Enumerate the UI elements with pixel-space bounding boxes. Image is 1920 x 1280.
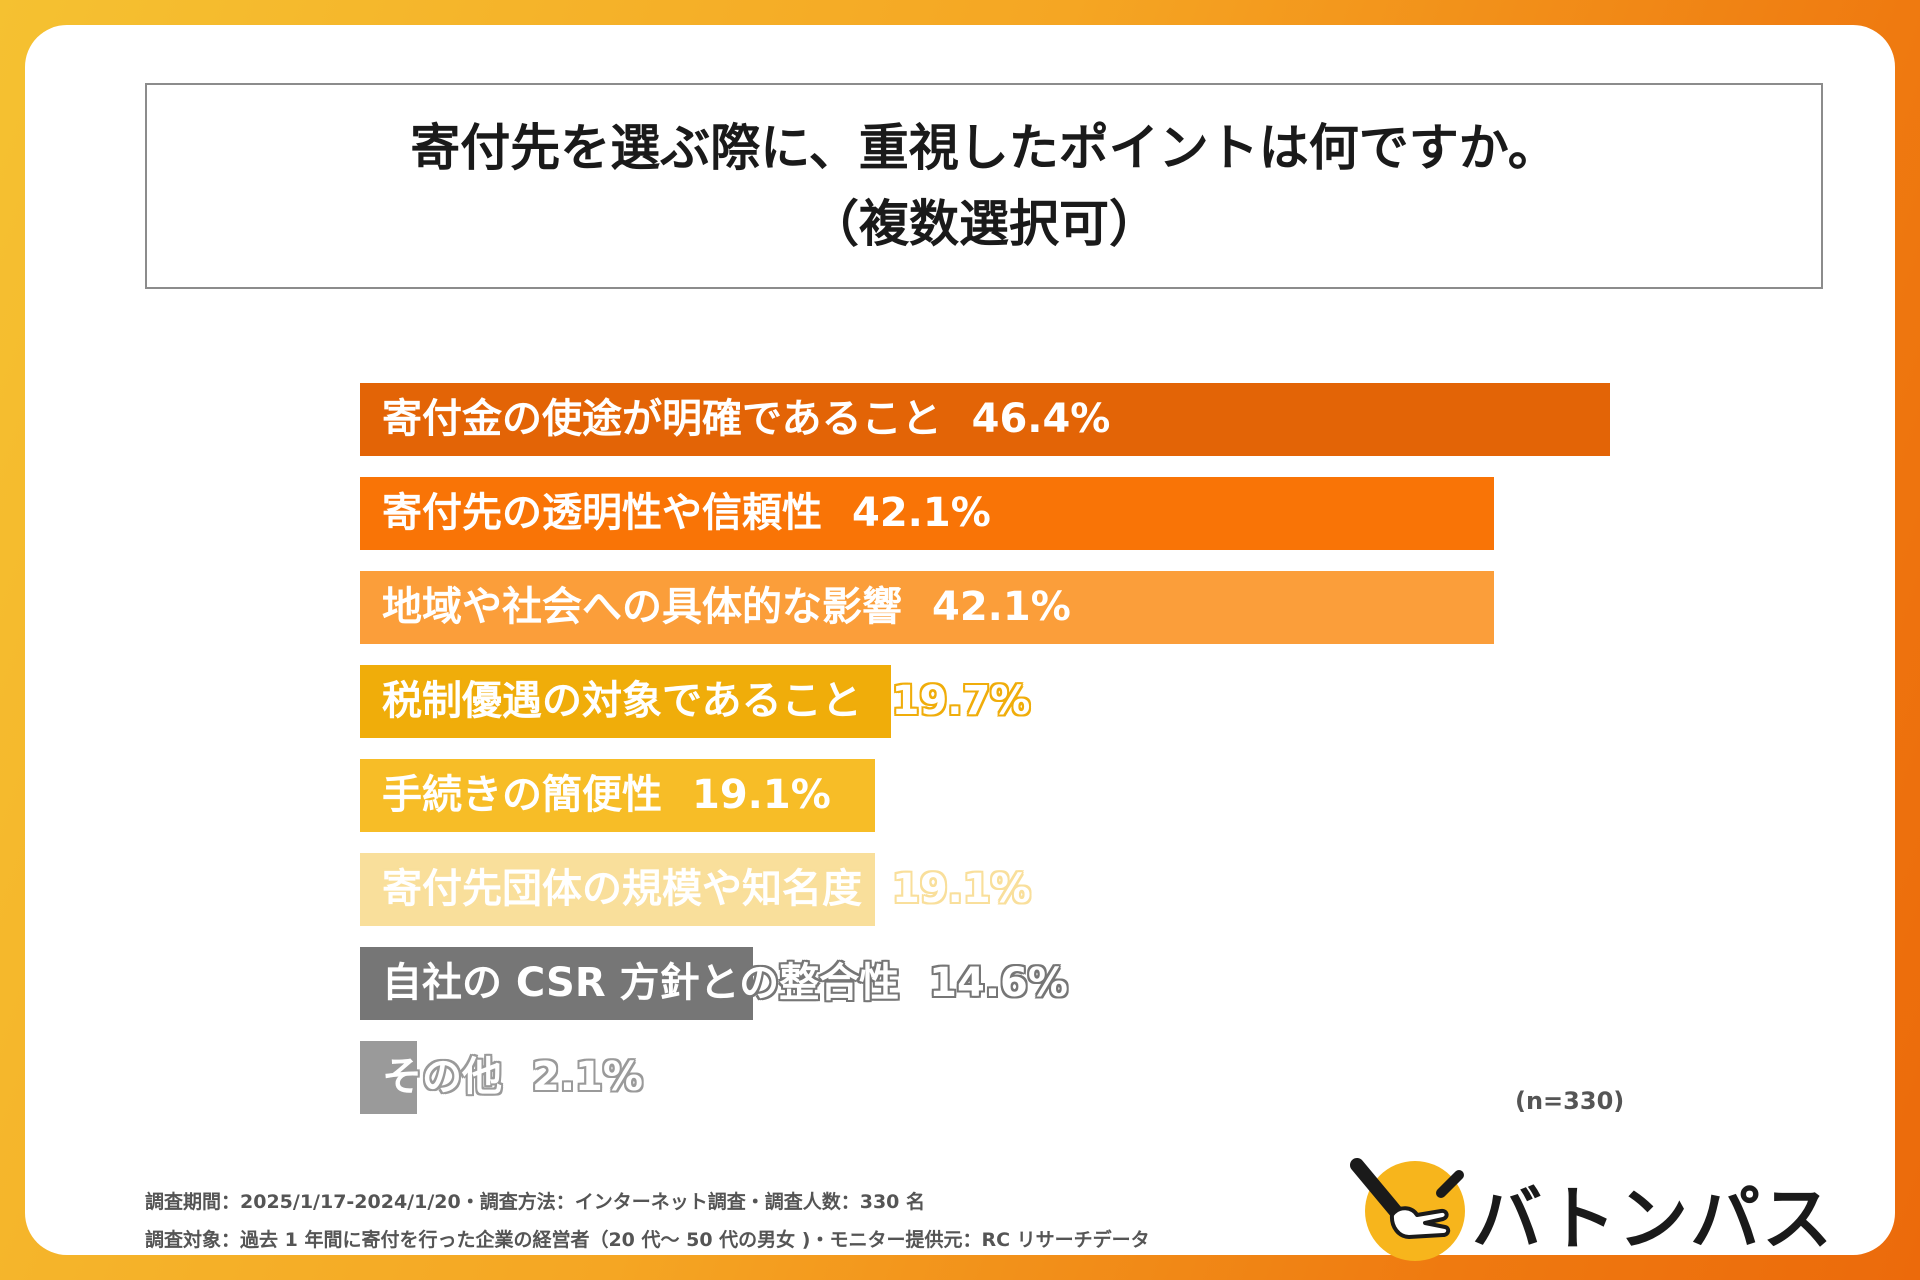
bar-label: 手続きの簡便性 19.1% (382, 759, 831, 832)
footer-line-2: 調査対象：過去 1 年間に寄付を行った企業の経営者（20 代～ 50 代の男女 … (145, 1229, 1150, 1251)
bar (360, 383, 1610, 456)
bar-label: その他 2.1% (382, 1041, 643, 1114)
bar (360, 477, 1494, 550)
value-label: 2.1% (532, 1054, 643, 1100)
bar-row: 寄付先の透明性や信頼性 42.1% (360, 477, 1660, 550)
category-label: 寄付金の使途が明確であること (382, 396, 942, 442)
bar (360, 853, 875, 926)
bar-label: 税制優遇の対象であること 19.7% (382, 665, 1030, 738)
value-label: 14.6% (929, 960, 1068, 1006)
logo-text: バトンパス (1472, 1178, 1835, 1260)
bar-row: 寄付金の使途が明確であること 46.4% (360, 383, 1660, 456)
bar-label: 寄付先の透明性や信頼性 42.1% (382, 477, 991, 550)
category-label: その他 (382, 1054, 502, 1100)
bar-row: 税制優遇の対象であること 19.7% (360, 665, 1660, 738)
value-label: 19.1% (892, 866, 1031, 912)
bar (360, 571, 1494, 644)
infographic-card: 寄付先を選ぶ際に、重視したポイントは何ですか。 （複数選択可） 寄付金の使途が明… (25, 25, 1895, 1261)
logo: バトンパス (1347, 1153, 1847, 1263)
value-label: 19.1% (692, 772, 831, 818)
bar (360, 1041, 417, 1114)
title-line-2: （複数選択可） (809, 195, 1159, 253)
bar-row: その他 2.1% (360, 1041, 1660, 1114)
bar-row: 手続きの簡便性 19.1% (360, 759, 1660, 832)
footer-line-1: 調査期間：2025/1/17-2024/1/20・調査方法：インターネット調査・… (145, 1191, 926, 1213)
bar-row: 寄付先団体の規模や知名度 19.1% (360, 853, 1660, 926)
bar-label: 寄付先団体の規模や知名度 19.1% (382, 853, 1031, 926)
sample-size-label: (n=330) (1515, 1087, 1625, 1115)
bar-label: 地域や社会への具体的な影響 42.1% (382, 571, 1071, 644)
value-label: 46.4% (971, 396, 1111, 442)
category-label: 税制優遇の対象であること (382, 678, 862, 724)
category-label: 寄付先団体の規模や知名度 (382, 866, 862, 912)
value-label: 42.1% (852, 490, 991, 536)
bar (360, 665, 891, 738)
bar-label: 自社の CSR 方針との整合性 14.6% (382, 947, 1068, 1020)
category-label: 自社の CSR 方針との整合性 (382, 960, 900, 1006)
value-label: 42.1% (932, 584, 1071, 630)
bar-row: 地域や社会への具体的な影響 42.1% (360, 571, 1660, 644)
bar (360, 947, 753, 1020)
baton-hand-icon (1350, 1158, 1465, 1261)
value-label: 19.7% (891, 678, 1031, 724)
survey-footer: 調査期間：2025/1/17-2024/1/20・調査方法：インターネット調査・… (145, 1183, 1150, 1259)
title-box: 寄付先を選ぶ際に、重視したポイントは何ですか。 （複数選択可） (145, 83, 1823, 289)
bar-label: 寄付金の使途が明確であること 46.4% (382, 383, 1110, 456)
category-label: 地域や社会への具体的な影響 (382, 584, 902, 630)
bar (360, 759, 875, 832)
bar-chart: 寄付金の使途が明確であること 46.4% 寄付先の透明性や信頼性 42.1% 地域や社会… (360, 383, 1660, 1123)
category-label: 手続きの簡便性 (382, 772, 662, 818)
title-line-1: 寄付先を選ぶ際に、重視したポイントは何ですか。 (410, 119, 1558, 177)
bar-row: 自社の CSR 方針との整合性 14.6% (360, 947, 1660, 1020)
category-label: 寄付先の透明性や信頼性 (382, 490, 822, 536)
